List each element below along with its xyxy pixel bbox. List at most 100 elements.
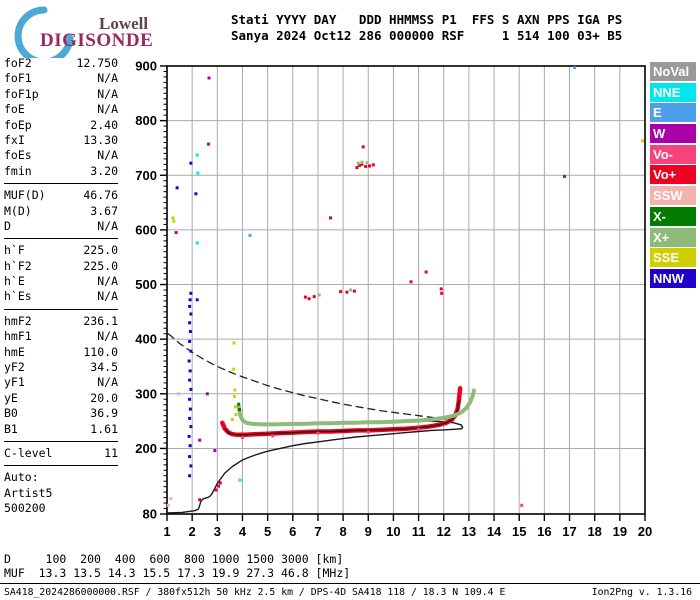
scatter-point — [563, 174, 566, 178]
scatter-point — [230, 418, 234, 421]
panel-separator — [4, 183, 118, 185]
legend-item-nnw: NNW — [650, 268, 696, 288]
scatter-point — [364, 165, 368, 168]
param-label: M(D) — [4, 203, 32, 218]
scatter-point — [195, 241, 199, 245]
param-value: 13.30 — [83, 132, 118, 147]
scatter-point — [213, 449, 217, 453]
param-row-hf: h`F 225.0 — [4, 243, 118, 258]
scatter-point — [241, 436, 244, 439]
trace-x-mode-trace — [236, 388, 476, 427]
panel-separator — [4, 465, 118, 467]
scatter-point — [207, 142, 210, 146]
param-row-ye: yE 20.0 — [4, 391, 118, 406]
param-label: yE — [4, 390, 18, 405]
param-row-hes: h`Es N/A — [4, 289, 118, 304]
param-value: N/A — [97, 218, 118, 233]
scatter-point — [417, 427, 421, 431]
scatter-point — [232, 395, 236, 398]
scatter-point — [189, 387, 193, 391]
scatter-point — [371, 163, 375, 167]
param-row-foes: foEs N/A — [4, 148, 118, 163]
scatter-point — [188, 416, 192, 420]
param-row-b0: B0 36.9 — [4, 406, 118, 421]
legend-item-e: E — [650, 103, 696, 123]
legend-item-vo: Vo- — [650, 144, 696, 164]
scatter-point — [303, 295, 307, 299]
x-axis-label-18: 18 — [587, 524, 601, 539]
scatter-point — [317, 293, 321, 297]
scatter-point — [234, 413, 238, 417]
param-value: 20.0 — [90, 390, 118, 405]
scatter-point — [361, 145, 365, 149]
param-label: fmin — [4, 163, 32, 178]
scatter-point — [248, 233, 252, 237]
param-value: 1.61 — [90, 421, 118, 436]
param-value: N/A — [97, 289, 118, 304]
legend-item-w: W — [650, 124, 696, 144]
scatter-point — [175, 186, 179, 190]
scatter-point — [207, 76, 211, 80]
plot-frame — [166, 65, 646, 515]
scatter-point — [233, 388, 237, 392]
param-row-yf2: yF2 34.5 — [4, 360, 118, 375]
d-muf-table: D 100 200 400 600 800 1000 1500 3000 [km… — [4, 552, 350, 580]
x-axis-label-1: 1 — [163, 524, 170, 539]
param-label: hmF2 — [4, 313, 32, 328]
param-label: hmE — [4, 344, 25, 359]
legend-item-x: X+ — [650, 227, 696, 247]
scatter-point — [198, 438, 202, 442]
x-axis-label-8: 8 — [339, 524, 346, 539]
param-label: D — [4, 218, 11, 233]
param-label: yF2 — [4, 360, 25, 375]
param-row-mufd: MUF(D) 46.76 — [4, 188, 118, 203]
scatter-point — [189, 291, 193, 295]
scatter-point — [169, 497, 173, 501]
scatter-point — [166, 503, 170, 507]
scatter-point — [424, 270, 428, 274]
param-label: h`E — [4, 274, 25, 289]
param-label: foEp — [4, 117, 32, 132]
panel-separator — [4, 238, 118, 240]
param-row-fof1: foF1 N/A — [4, 71, 118, 86]
x-axis-label-4: 4 — [239, 524, 247, 539]
param-row-b1: B1 1.61 — [4, 422, 118, 437]
x-axis-label-12: 12 — [437, 524, 451, 539]
scatter-point — [188, 304, 192, 308]
x-axis-label-19: 19 — [613, 524, 627, 539]
scatter-point — [188, 339, 192, 343]
param-label: B0 — [4, 406, 18, 421]
x-axis-label-10: 10 — [386, 524, 400, 539]
param-label: foF1 — [4, 71, 32, 86]
scatter-point — [188, 407, 192, 411]
scatter-point — [189, 425, 193, 429]
param-label: foEs — [4, 148, 32, 163]
param-label: h`F — [4, 243, 25, 258]
scatter-point — [356, 161, 360, 165]
scatter-point — [573, 66, 577, 70]
scatter-point — [217, 484, 221, 488]
scatter-point — [176, 392, 180, 396]
param-value: 46.76 — [83, 188, 118, 203]
scatter-point — [238, 478, 242, 482]
trace-true-height-profile — [166, 419, 464, 514]
panel-separator — [4, 440, 118, 442]
scatter-point — [188, 330, 192, 333]
scatter-point — [271, 434, 275, 438]
scatter-point — [187, 359, 191, 363]
x-axis-label-7: 7 — [314, 524, 321, 539]
param-row-hmf2: hmF2 236.1 — [4, 314, 118, 329]
scatter-point — [188, 397, 192, 401]
x-axis-label-2: 2 — [189, 524, 196, 539]
param-value: N/A — [97, 274, 118, 289]
lowell-digisonde-logo: Lowell DIGISONDE — [6, 6, 221, 66]
x-axis-label-16: 16 — [537, 524, 551, 539]
param-row-fmin: fmin 3.20 — [4, 164, 118, 179]
scatter-point — [188, 298, 192, 302]
param-value: N/A — [97, 71, 118, 86]
scatter-point — [188, 474, 192, 478]
legend-item-ssw: SSW — [650, 186, 696, 206]
param-row-he: h`E N/A — [4, 274, 118, 289]
scatter-point — [188, 378, 192, 382]
scatter-point — [205, 392, 209, 396]
